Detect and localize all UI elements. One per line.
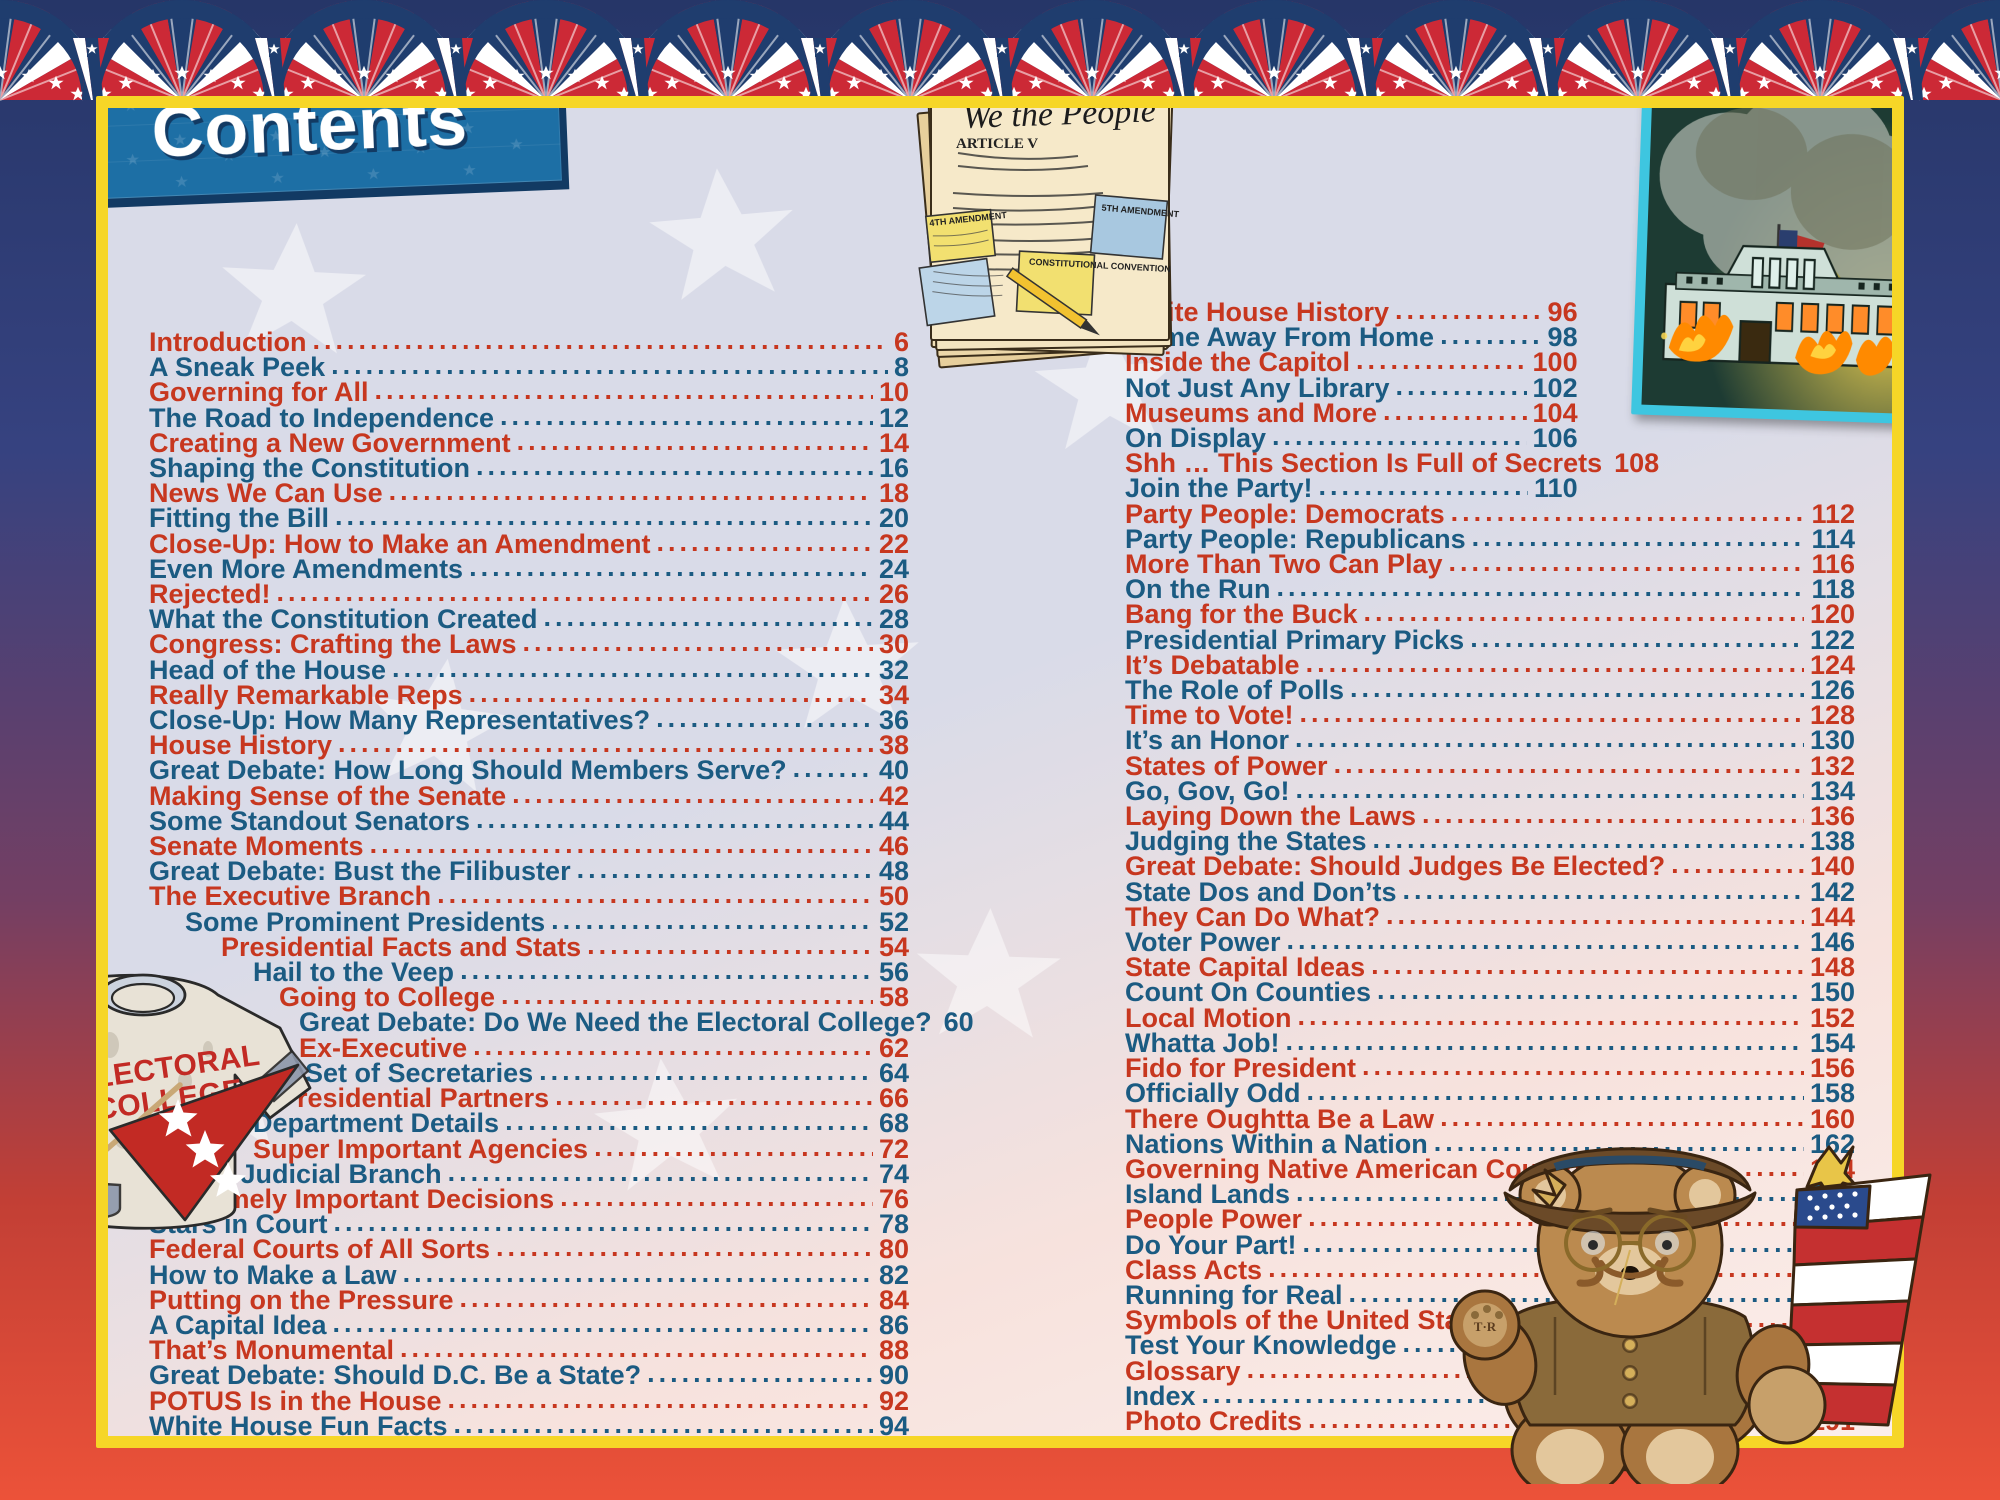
svg-text:ARTICLE V: ARTICLE V <box>956 136 1038 152</box>
svg-text:T·R: T·R <box>1474 1319 1497 1334</box>
